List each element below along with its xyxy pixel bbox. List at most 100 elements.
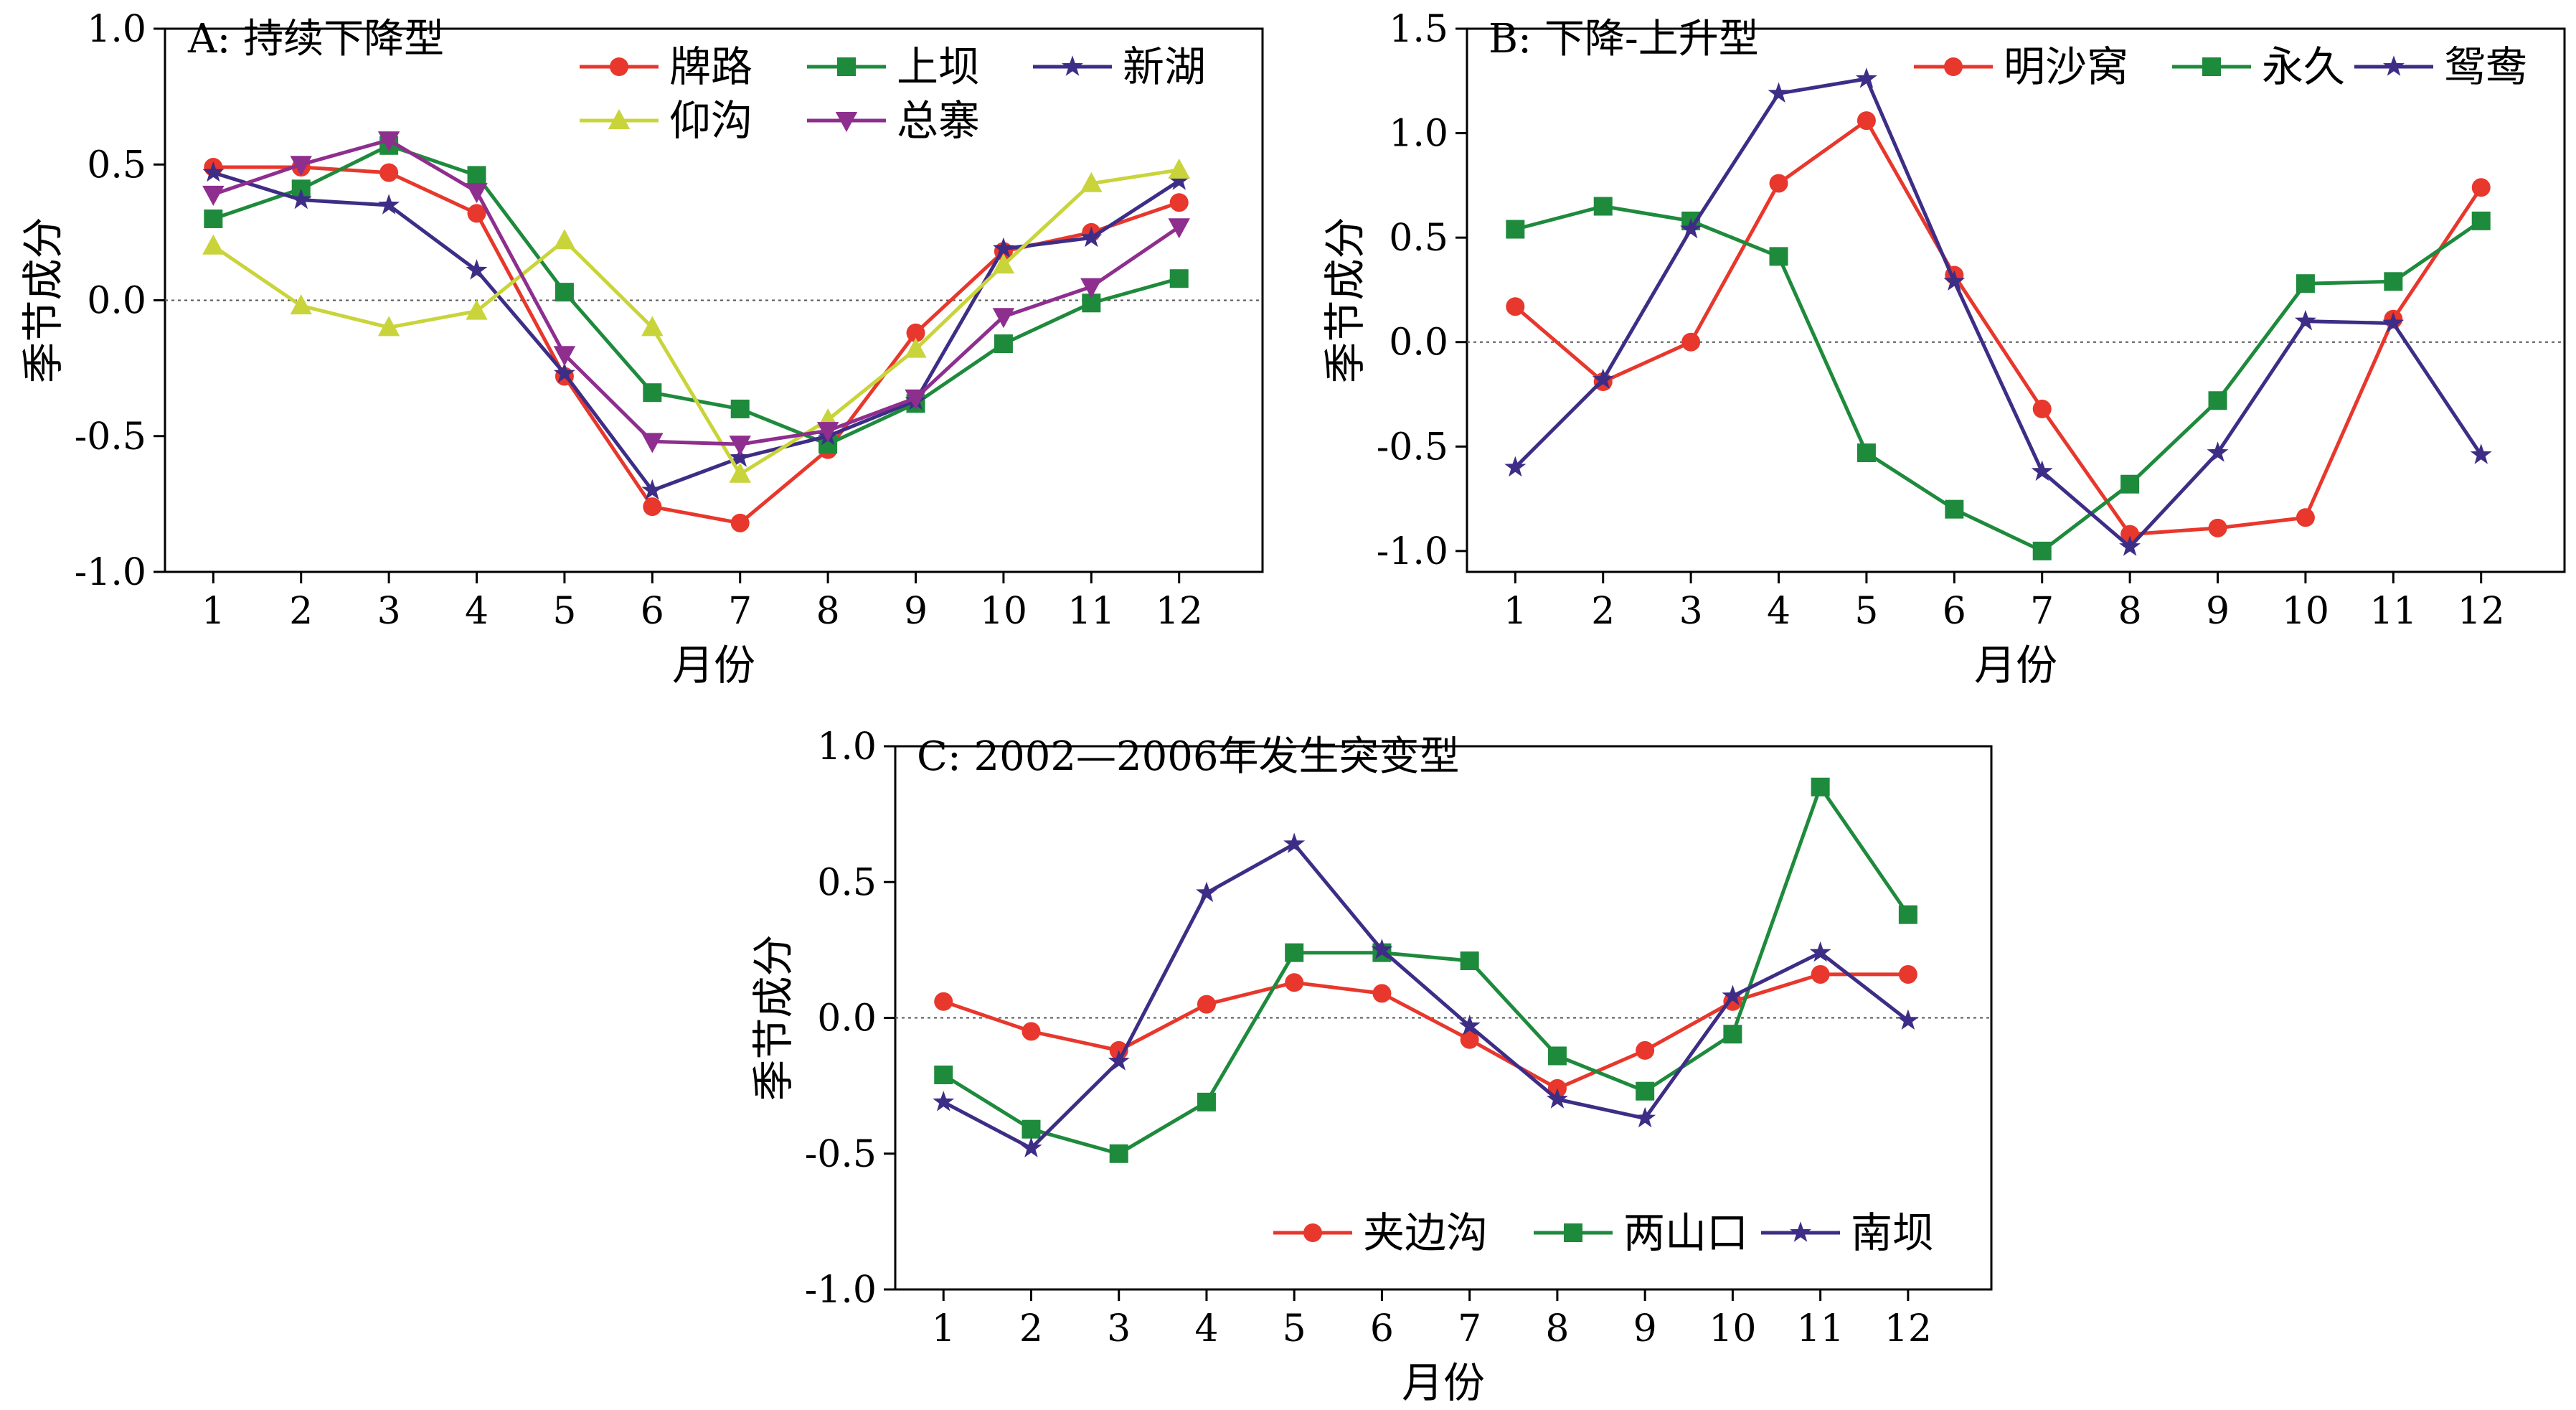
data-point-a-4: [992, 253, 1015, 274]
data-point-c-3: [1634, 1106, 1656, 1128]
data-point-b-1: [2120, 525, 2140, 544]
legend-marker-a: [610, 57, 628, 76]
x-tick-label-b: 10: [2282, 590, 2329, 633]
data-point-c-3: [1108, 1050, 1130, 1071]
data-point-a-1: [643, 497, 662, 517]
y-axis-title-c: 季节成分: [749, 934, 798, 1101]
data-point-b-1: [1681, 332, 1701, 352]
x-tick-label-a: 10: [980, 590, 1027, 633]
data-point-c-2: [1022, 1119, 1041, 1139]
x-tick-label-b: 12: [2458, 590, 2505, 633]
data-point-c-1: [1022, 1022, 1041, 1041]
data-point-a-5: [992, 308, 1015, 329]
data-point-b-3: [2382, 311, 2405, 333]
y-tick-label-b: 0.5: [1389, 217, 1448, 260]
y-axis-title-b: 季节成分: [1321, 217, 1369, 383]
x-tick-label-c: 11: [1797, 1307, 1844, 1350]
y-tick-label-c: 1.0: [817, 725, 877, 769]
legend-marker-a: [837, 57, 856, 76]
data-point-c-2: [934, 1065, 953, 1084]
data-point-a-5: [553, 346, 576, 367]
x-tick-label-c: 1: [932, 1307, 956, 1350]
y-tick-label-b: 1.5: [1389, 8, 1448, 51]
data-point-a-2: [555, 283, 574, 302]
data-point-c-2: [1197, 1092, 1216, 1111]
data-point-b-3: [1768, 82, 1790, 103]
data-point-c-2: [1285, 943, 1304, 962]
x-tick-label-c: 10: [1709, 1307, 1756, 1350]
legend-marker-b: [1944, 57, 1963, 76]
data-point-c-3: [1283, 832, 1306, 853]
legend-label-b: 明沙窝: [2004, 42, 2128, 91]
legend-label-c: 夹边沟: [1363, 1208, 1488, 1257]
data-point-c-2: [1460, 951, 1479, 971]
data-point-b-1: [1856, 111, 1876, 131]
x-tick-label-c: 8: [1545, 1307, 1569, 1350]
chart-panel-a: -1.0-0.50.00.51.01 2 3 4 5 6 7 8 9 10 11 12月份季节成分A:…: [19, 8, 1264, 690]
legend-marker-c: [1790, 1221, 1811, 1242]
legend-label-a: 总寨: [897, 96, 980, 145]
x-tick-label-a: 12: [1156, 590, 1203, 633]
x-tick-label-b: 1: [1504, 590, 1527, 633]
data-point-a-5: [1080, 278, 1103, 299]
data-point-a-4: [1080, 171, 1103, 192]
data-point-a-3: [553, 362, 575, 383]
data-point-c-3: [1809, 941, 1831, 962]
x-tick-label-a: 5: [552, 590, 576, 633]
data-point-b-2: [1506, 220, 1525, 239]
chart-panel-b: -1.0-0.50.00.51.01.51 2 3 4 5 6 7 8 9 10 11 12月份季节成…: [1321, 8, 2566, 690]
plot-frame-b: [1466, 27, 2566, 573]
x-tick-label-c: 7: [1458, 1307, 1481, 1350]
data-point-a-4: [466, 299, 488, 320]
x-tick-label-a: 2: [289, 590, 313, 633]
data-point-b-3: [1504, 456, 1527, 477]
y-tick-label-b: -0.5: [1377, 426, 1448, 469]
series-line-c-1: [943, 972, 1908, 1091]
y-axis-title-a: 季节成分: [19, 217, 67, 383]
data-point-a-3: [202, 161, 225, 182]
series-line-c-3: [943, 842, 1910, 1150]
data-point-a-1: [730, 513, 750, 532]
series-line-b-1: [1514, 118, 2483, 537]
legend-marker-c: [1303, 1223, 1322, 1242]
data-point-c-2: [1547, 1046, 1567, 1066]
x-axis-title-c: 月份: [1402, 1358, 1485, 1407]
data-point-c-3: [1371, 939, 1393, 959]
data-point-a-4: [1168, 158, 1190, 179]
data-point-c-3: [933, 1091, 955, 1111]
data-point-b-3: [2119, 535, 2141, 556]
data-point-a-5: [1168, 218, 1190, 239]
panel-title-a: A: 持续下降型: [187, 16, 444, 62]
data-point-a-5: [641, 433, 664, 453]
x-tick-label-c: 6: [1370, 1307, 1394, 1350]
x-tick-label-a: 11: [1067, 590, 1115, 633]
data-point-a-2: [730, 399, 750, 418]
legend-label-c: 南坝: [1851, 1208, 1934, 1257]
data-point-a-3: [290, 188, 312, 210]
data-point-c-2: [1898, 905, 1917, 924]
legend-marker-b: [2202, 57, 2221, 76]
data-point-a-5: [816, 422, 839, 443]
x-tick-label-c: 4: [1194, 1307, 1218, 1350]
data-point-b-3: [2294, 309, 2316, 331]
data-point-a-1: [906, 323, 925, 342]
data-point-a-4: [202, 234, 225, 255]
x-tick-label-b: 4: [1767, 590, 1791, 633]
data-point-c-1: [1811, 964, 1830, 984]
legend-marker-a: [608, 109, 631, 129]
data-point-b-3: [1592, 368, 1614, 389]
data-point-c-1: [1636, 1040, 1655, 1060]
data-point-a-3: [641, 479, 664, 500]
legend-label-b: 鸳鸯: [2444, 42, 2527, 91]
data-point-b-1: [2032, 399, 2052, 418]
data-point-b-3: [1680, 217, 1702, 239]
y-tick-label-a: 1.0: [87, 8, 146, 51]
data-point-a-4: [905, 337, 927, 358]
x-tick-label-c: 2: [1019, 1307, 1043, 1350]
legend-label-a: 上坝: [897, 42, 980, 91]
data-point-a-5: [202, 185, 225, 206]
data-point-a-3: [466, 259, 488, 280]
x-axis-title-b: 月份: [1974, 641, 2057, 690]
data-point-a-4: [377, 316, 400, 337]
data-point-c-1: [1460, 1030, 1479, 1049]
